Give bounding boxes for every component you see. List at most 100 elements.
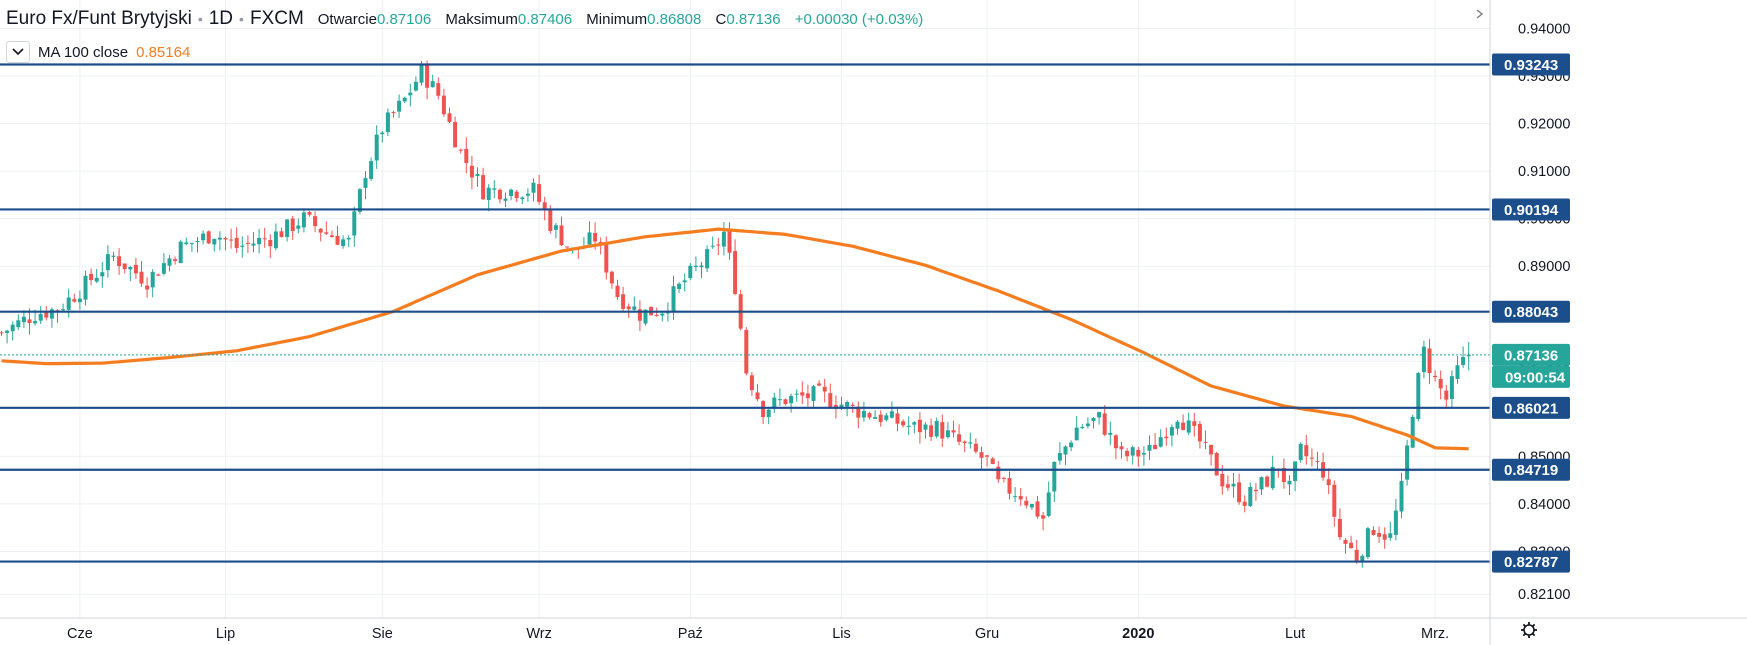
- candle-body: [1197, 423, 1202, 442]
- candle-body: [845, 402, 850, 407]
- level-price-label: 0.90194: [1504, 202, 1559, 219]
- candle-body: [1455, 365, 1460, 379]
- candle-body: [951, 430, 956, 433]
- candle-body: [934, 420, 939, 437]
- candle-body: [1315, 460, 1320, 462]
- candle-body: [772, 397, 777, 408]
- candle-body: [525, 193, 530, 196]
- high-value: 0.87406: [517, 10, 573, 28]
- candle-body: [615, 285, 620, 298]
- candle-body: [441, 95, 446, 115]
- gear-icon-tooth: [1522, 623, 1527, 628]
- candle-body: [856, 406, 861, 418]
- candle-body: [1427, 348, 1432, 374]
- legend-toggle-button[interactable]: [6, 41, 30, 63]
- candle-body: [352, 211, 357, 236]
- ma-label[interactable]: MA 100 close: [38, 43, 129, 61]
- candle-body: [128, 266, 133, 270]
- candle-body: [800, 392, 805, 396]
- candle-body: [201, 233, 206, 241]
- exchange-label: FXCM: [249, 8, 304, 29]
- candle-body: [1063, 446, 1068, 455]
- high-label: Maksimum: [445, 10, 518, 28]
- candle-body: [453, 122, 458, 148]
- candle-body: [1214, 453, 1219, 476]
- candle-body: [16, 320, 21, 328]
- interval-label[interactable]: 1D: [208, 8, 234, 29]
- candle-body: [1349, 542, 1354, 549]
- close-label: C: [715, 10, 727, 28]
- candle-body: [878, 414, 883, 422]
- chart-header: Euro Fx/Funt Brytyjski • 1D • FXCM Otwar…: [6, 7, 933, 31]
- candle-body: [733, 251, 738, 294]
- candle-body: [458, 149, 463, 151]
- symbol-name[interactable]: Euro Fx/Funt Brytyjski: [6, 8, 192, 29]
- separator-dot: •: [197, 11, 203, 27]
- candle-body: [1337, 518, 1342, 538]
- candle-body: [593, 233, 598, 242]
- level-price-label-bg: [1492, 550, 1570, 573]
- level-price-label: 0.93243: [1504, 57, 1558, 74]
- x-tick-label: Lis: [832, 626, 851, 642]
- gear-icon[interactable]: [1521, 622, 1537, 638]
- candle-body: [240, 245, 245, 247]
- candle-body: [1203, 441, 1208, 443]
- candle-body: [301, 212, 306, 228]
- candle-body: [481, 175, 486, 200]
- candle-body: [1304, 445, 1309, 457]
- candle-body: [503, 198, 508, 201]
- candle-body: [335, 235, 340, 245]
- x-tick-label: Lip: [216, 626, 235, 642]
- candle-body: [1136, 449, 1141, 457]
- candle-body: [1119, 446, 1124, 450]
- candle-body: [195, 240, 200, 242]
- candle-body: [38, 314, 43, 321]
- candle-body: [1343, 539, 1348, 544]
- candle-body: [27, 319, 32, 324]
- candle-body: [1041, 515, 1046, 519]
- candle-body: [682, 280, 687, 283]
- open-label: Otwarcie: [317, 10, 377, 28]
- candle-body: [1074, 427, 1079, 441]
- candle-body: [979, 452, 984, 458]
- candle-body: [1085, 423, 1090, 427]
- level-price-label-bg: [1492, 198, 1570, 221]
- candle-body: [1013, 496, 1018, 498]
- candle-body: [1242, 501, 1247, 506]
- candle-body: [1298, 443, 1303, 461]
- candle-body: [245, 242, 250, 244]
- candle-body: [1444, 390, 1449, 400]
- candle-body: [884, 415, 889, 420]
- candle-body: [727, 230, 732, 253]
- candle-body: [1125, 450, 1130, 457]
- candle-body: [962, 441, 967, 443]
- candle-body: [604, 243, 609, 273]
- candle-body: [699, 265, 704, 268]
- candle-body: [408, 92, 413, 96]
- candle-body: [1270, 466, 1275, 489]
- candle-body: [89, 273, 94, 281]
- indicator-legend: MA 100 close 0.85164: [6, 40, 190, 64]
- candle-body: [677, 283, 682, 289]
- candle-body: [94, 277, 99, 282]
- gear-icon-tooth: [1531, 632, 1536, 637]
- candle-body: [111, 255, 116, 257]
- candle-body: [906, 425, 911, 427]
- candle-body: [559, 225, 564, 246]
- candle-body: [1035, 501, 1040, 517]
- candle-body: [777, 399, 782, 401]
- level-price-label-bg: [1492, 300, 1570, 323]
- candle-body: [1293, 461, 1298, 482]
- candle-body: [985, 455, 990, 457]
- candle-body: [290, 218, 295, 232]
- candle-body: [1248, 486, 1253, 507]
- candle-body: [609, 271, 614, 284]
- candle-body: [621, 294, 626, 309]
- candle-body: [1287, 480, 1292, 485]
- candle-body: [705, 249, 710, 269]
- candle-body: [229, 239, 234, 241]
- candle-body: [447, 113, 452, 122]
- x-tick-label: Cze: [67, 626, 93, 642]
- candle-body: [817, 383, 822, 386]
